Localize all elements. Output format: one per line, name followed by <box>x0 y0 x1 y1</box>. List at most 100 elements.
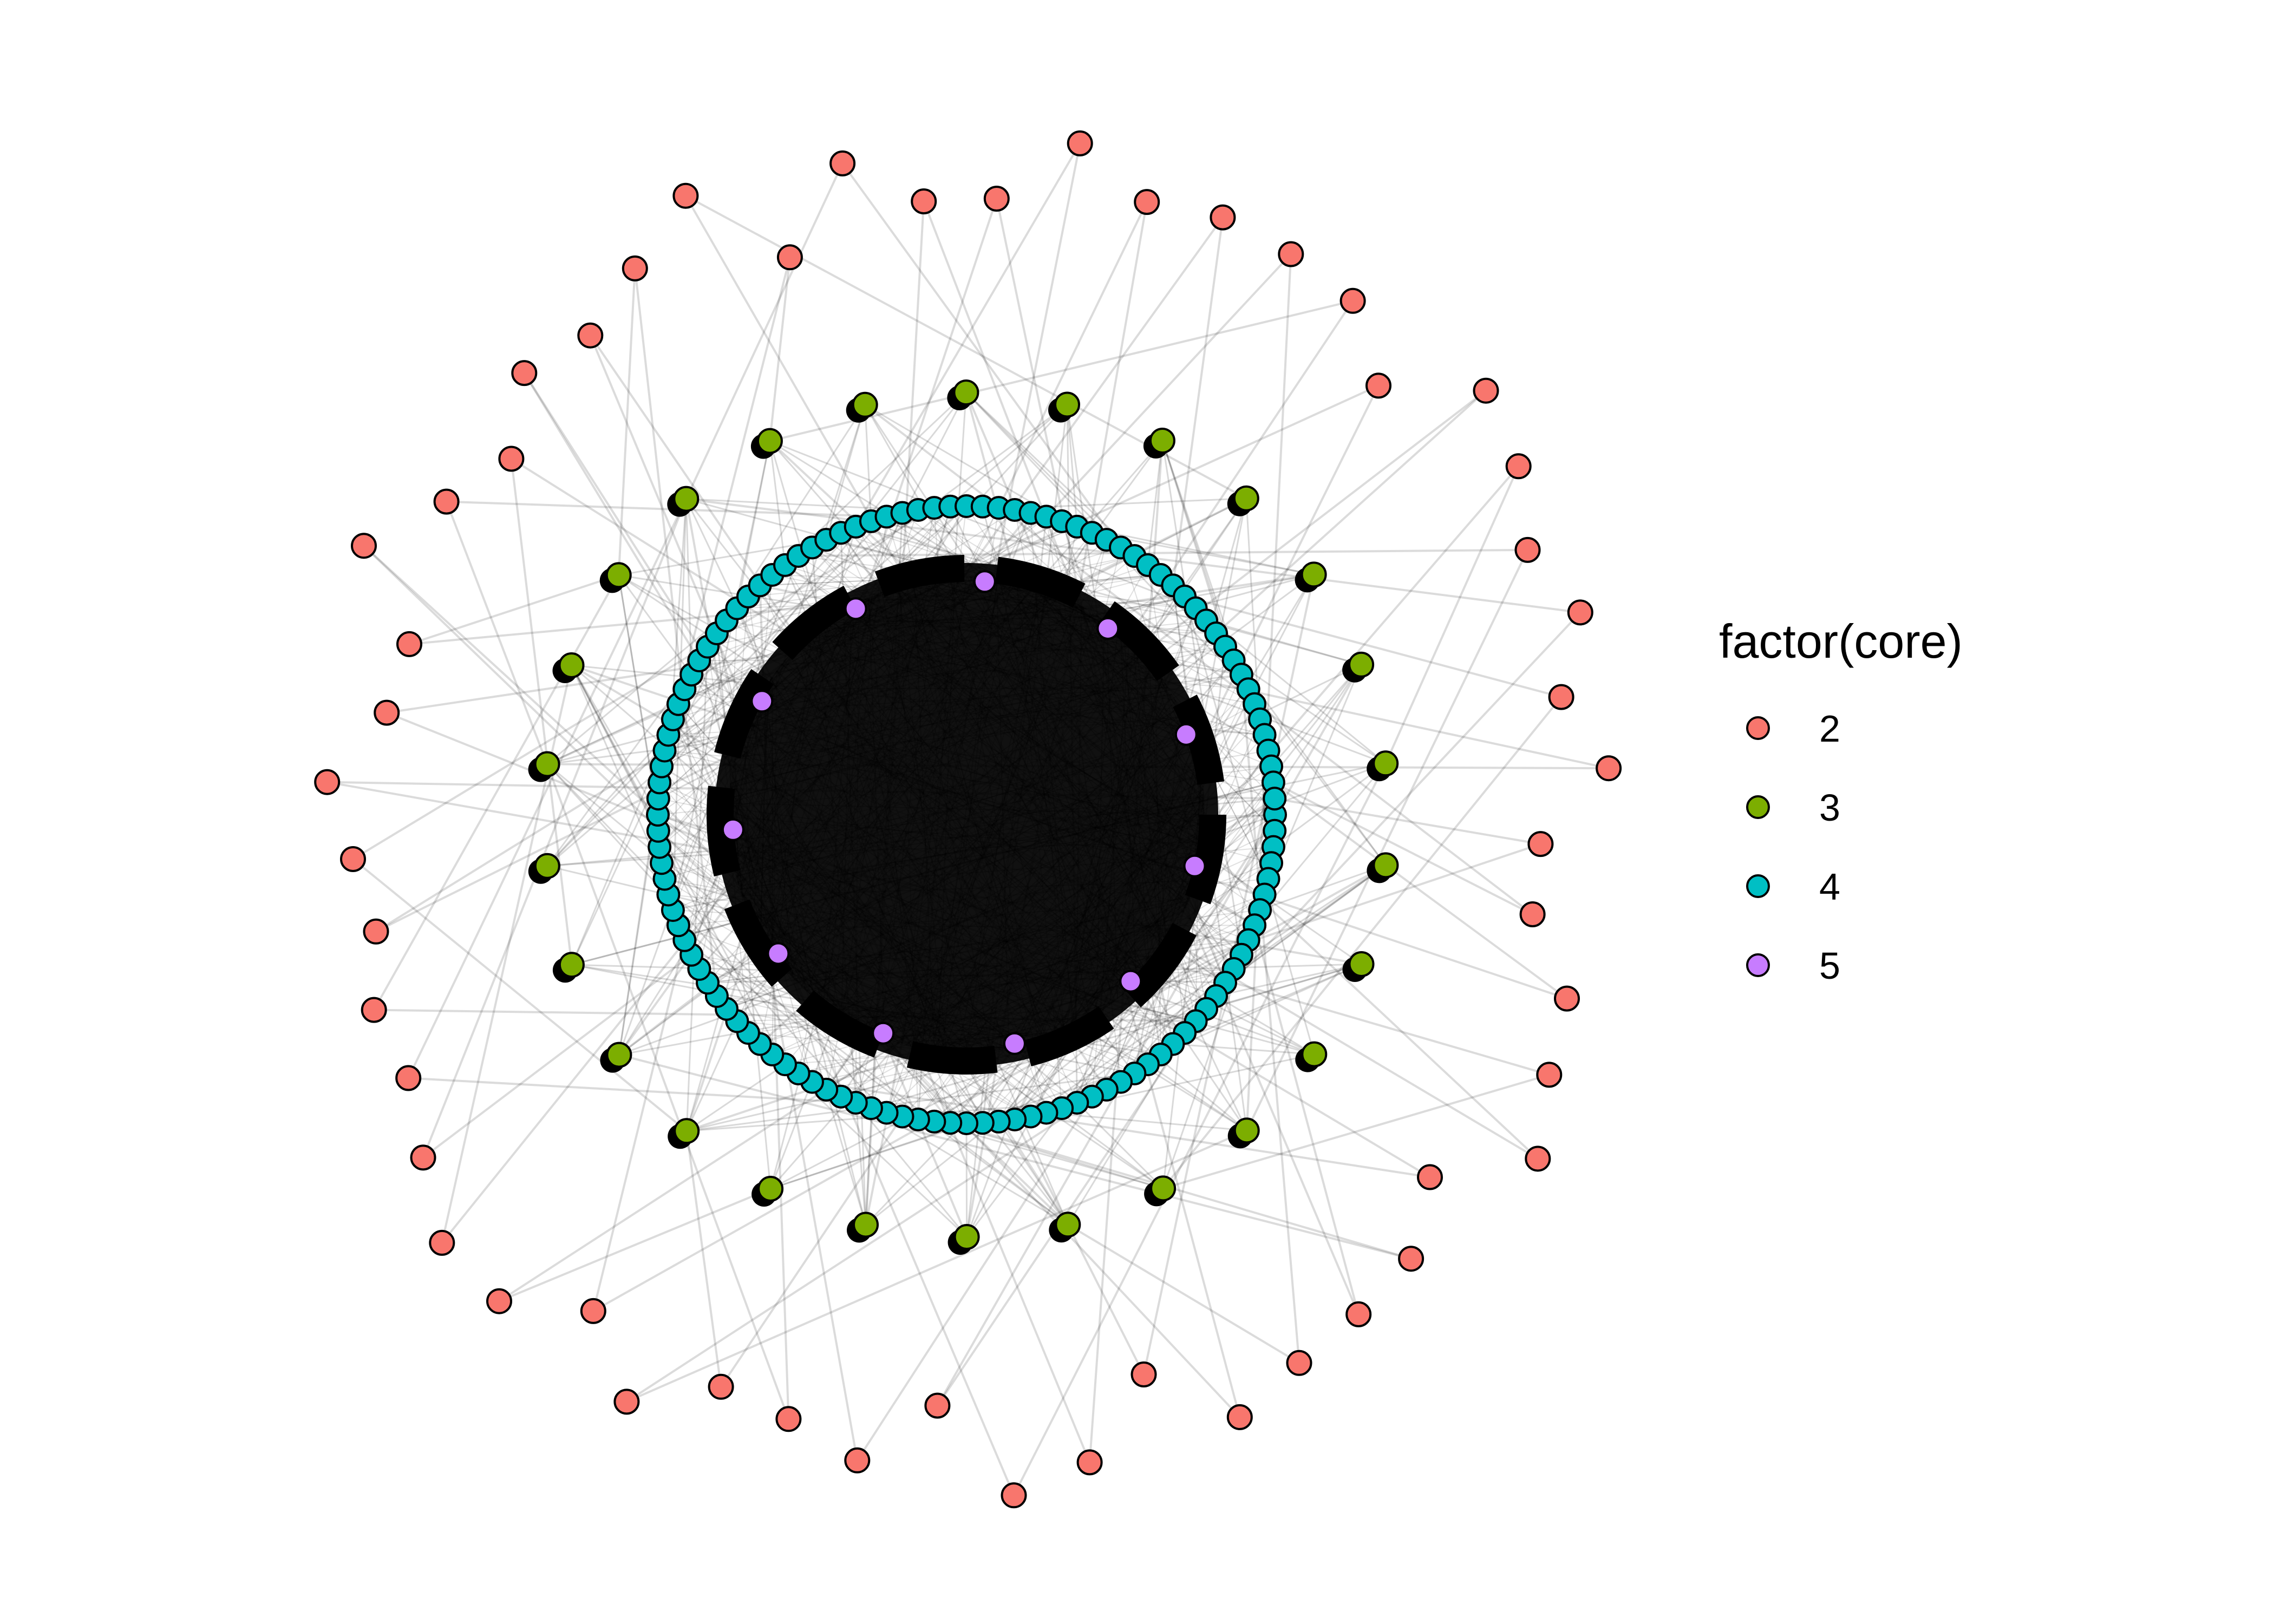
network-edge <box>617 268 636 575</box>
network-edge <box>445 501 548 765</box>
network-edge <box>571 664 1567 1000</box>
network-edge <box>861 1029 903 1117</box>
network-edge <box>798 555 958 578</box>
network-edge <box>794 955 1159 980</box>
legend-label-5: 5 <box>1819 945 1840 987</box>
network-edge <box>776 670 945 1052</box>
legend-swatch-2 <box>1746 716 1770 740</box>
network-edge <box>968 693 1173 1053</box>
network-edge <box>684 689 756 704</box>
network-edge <box>1096 620 1105 1014</box>
network-edge <box>1133 644 1161 954</box>
network-edge <box>842 610 1205 833</box>
network-node-core-2 <box>363 918 389 945</box>
network-edge <box>1245 254 1292 1131</box>
network-edge <box>728 827 1173 1045</box>
network-edge <box>769 440 1539 1160</box>
network-edge <box>800 644 947 1052</box>
network-edge <box>744 615 1097 729</box>
network-edge <box>1078 604 1197 880</box>
network-edge <box>618 217 1224 1056</box>
network-edge <box>897 586 1186 909</box>
network-edge <box>1216 963 1362 997</box>
network-edge <box>876 594 1093 1097</box>
network-edge <box>1157 710 1181 957</box>
network-edge <box>877 593 984 1053</box>
network-edge <box>707 927 1177 984</box>
network-edge <box>1202 689 1249 784</box>
network-node-core-2 <box>429 1229 455 1256</box>
network-edge <box>865 599 1203 780</box>
network-edge <box>1142 764 1200 974</box>
network-edge <box>1187 903 1207 1009</box>
network-edge <box>805 639 1046 1040</box>
network-edge <box>949 577 1040 1042</box>
network-node-core-5 <box>1119 970 1142 993</box>
network-node-core-2 <box>433 488 460 515</box>
network-edge <box>685 498 1226 648</box>
network-edge <box>798 1044 907 1074</box>
network-edge <box>886 793 1204 1040</box>
network-edge <box>755 703 1203 846</box>
network-edge <box>840 612 1226 647</box>
network-edge <box>918 1052 972 1120</box>
network-edge <box>767 661 1149 685</box>
network-edge <box>864 599 1272 767</box>
network-edge <box>933 1050 998 1122</box>
network-edge <box>1100 993 1124 1012</box>
network-node-core-3 <box>756 428 783 454</box>
network-edge <box>1253 925 1360 1315</box>
network-edge <box>760 683 769 935</box>
network-edge <box>954 577 1116 1001</box>
network-edge <box>929 579 1110 1006</box>
network-edge <box>729 785 763 938</box>
network-edge <box>816 607 1086 630</box>
network-edge <box>729 796 1204 841</box>
network-node-core-2 <box>498 446 525 472</box>
network-node-core-2 <box>622 255 648 281</box>
network-edge <box>824 623 1217 634</box>
network-edge <box>735 874 740 886</box>
network-edge <box>731 854 951 1123</box>
network-edge <box>870 590 1045 1109</box>
network-edge <box>840 1024 1080 1097</box>
network-edge <box>1010 774 1202 1049</box>
network-edge <box>422 954 692 1158</box>
network-edge <box>730 625 822 851</box>
legend-label-4: 4 <box>1819 866 1840 908</box>
network-edge <box>886 516 966 577</box>
network-edge <box>764 789 1204 942</box>
network-edge <box>685 163 844 500</box>
network-edge <box>747 596 806 991</box>
network-edge <box>950 1122 1412 1260</box>
network-edge <box>1063 860 1201 1033</box>
network-edge <box>1074 603 1163 951</box>
network-edge <box>798 1049 929 1074</box>
network-edge <box>1016 581 1063 1109</box>
network-edge <box>822 604 855 1005</box>
network-edge <box>943 807 1205 1052</box>
network-edge <box>1196 752 1275 831</box>
network-node-core-2 <box>1134 189 1160 215</box>
network-edge <box>730 643 1133 784</box>
network-edge <box>982 577 1204 791</box>
network-edge <box>659 846 1164 1189</box>
network-edge <box>1090 743 1194 1018</box>
network-edge <box>982 574 1315 1123</box>
network-edge <box>546 763 790 1419</box>
network-edge <box>785 1045 1026 1065</box>
network-edge <box>1046 1037 1050 1040</box>
network-node-core-2 <box>775 1406 802 1432</box>
network-edge <box>1035 586 1074 1028</box>
network-edge <box>865 909 1261 1226</box>
network-edge <box>729 783 1016 1049</box>
network-edge <box>684 689 1197 878</box>
network-edge <box>1040 678 1163 1042</box>
network-edge <box>770 660 1234 951</box>
network-edge <box>1106 622 1118 999</box>
network-edge <box>871 700 1177 1034</box>
network-node-core-5 <box>721 818 744 841</box>
network-edge <box>759 390 1487 1045</box>
network-edge <box>917 581 1044 1040</box>
network-edge <box>716 633 772 1189</box>
